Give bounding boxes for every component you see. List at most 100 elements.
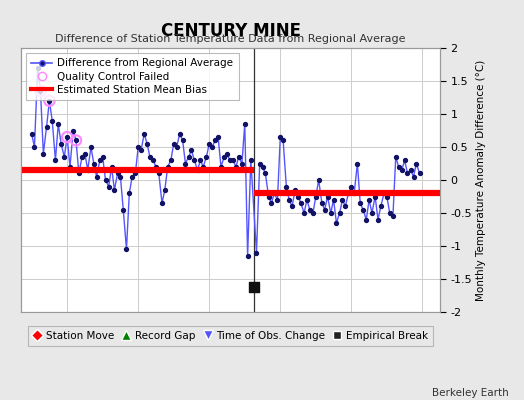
Point (170, 140, 178, 147)
Point (125, 190, 134, 196)
Point (122, 246, 130, 252)
Point (36, 88, 45, 94)
Point (211, 137, 220, 144)
Point (412, 160, 421, 167)
Point (403, 170, 412, 177)
Point (187, 147, 195, 154)
Text: CENTURY MINE: CENTURY MINE (160, 22, 301, 40)
Point (365, 197, 373, 203)
Legend: Station Move, Record Gap, Time of Obs. Change, Empirical Break: Station Move, Record Gap, Time of Obs. C… (28, 326, 433, 346)
Point (190, 157, 199, 163)
Point (226, 157, 234, 163)
Point (377, 203, 385, 210)
Point (101, 177, 110, 183)
Point (416, 170, 424, 177)
Point (99, 154, 107, 160)
Point (362, 216, 370, 223)
Point (128, 174, 136, 180)
Point (247, 157, 255, 163)
Point (383, 193, 391, 200)
Point (395, 164, 403, 170)
Point (39, 150, 48, 157)
Point (176, 130, 184, 137)
Point (400, 157, 409, 163)
Point (305, 206, 314, 213)
Point (249, 284, 258, 290)
Point (288, 203, 296, 210)
Point (309, 210, 317, 216)
Point (217, 164, 225, 170)
Point (314, 177, 323, 183)
Point (163, 164, 172, 170)
Point (63, 134, 71, 140)
Point (214, 134, 222, 140)
Point (199, 164, 208, 170)
Point (291, 187, 299, 193)
Point (330, 197, 338, 203)
Point (116, 174, 125, 180)
Point (184, 154, 193, 160)
Point (57, 140, 66, 147)
Point (391, 154, 400, 160)
Point (335, 210, 344, 216)
Point (193, 167, 202, 173)
Point (45, 98, 53, 104)
Point (356, 200, 364, 206)
Point (96, 157, 104, 163)
Point (27, 130, 36, 137)
Point (107, 164, 116, 170)
Point (134, 144, 143, 150)
Point (140, 130, 148, 137)
Point (344, 190, 353, 196)
Point (223, 150, 231, 157)
Point (332, 220, 341, 226)
Point (42, 124, 51, 130)
Point (34, 64, 42, 71)
Point (359, 206, 367, 213)
Point (241, 121, 249, 127)
Point (312, 193, 320, 200)
Y-axis label: Monthly Temperature Anomaly Difference (°C): Monthly Temperature Anomaly Difference (… (476, 59, 486, 301)
Point (252, 250, 260, 256)
Point (267, 200, 276, 206)
Point (205, 140, 213, 147)
Point (341, 203, 350, 210)
Point (261, 170, 269, 177)
Text: Berkeley Earth: Berkeley Earth (432, 388, 508, 398)
Point (36, 88, 45, 94)
Point (54, 121, 62, 127)
Point (409, 174, 418, 180)
Point (374, 216, 382, 223)
Point (30, 144, 39, 150)
Point (75, 170, 83, 177)
Point (270, 190, 278, 196)
Point (276, 134, 285, 140)
Point (60, 154, 69, 160)
Point (167, 157, 175, 163)
Point (380, 190, 388, 196)
Point (83, 167, 92, 173)
Point (161, 187, 169, 193)
Point (371, 193, 379, 200)
Point (297, 200, 305, 206)
Point (48, 118, 57, 124)
Point (279, 137, 287, 144)
Point (347, 183, 356, 190)
Point (232, 164, 240, 170)
Point (303, 197, 311, 203)
Point (389, 213, 397, 220)
Point (285, 197, 293, 203)
Point (92, 174, 101, 180)
Point (63, 134, 71, 140)
Point (119, 206, 127, 213)
Point (208, 144, 216, 150)
Point (202, 154, 211, 160)
Point (137, 147, 145, 154)
Point (69, 127, 78, 134)
Point (131, 170, 139, 177)
Point (158, 200, 166, 206)
Point (146, 154, 154, 160)
Point (300, 210, 308, 216)
Point (45, 98, 53, 104)
Point (72, 137, 80, 144)
